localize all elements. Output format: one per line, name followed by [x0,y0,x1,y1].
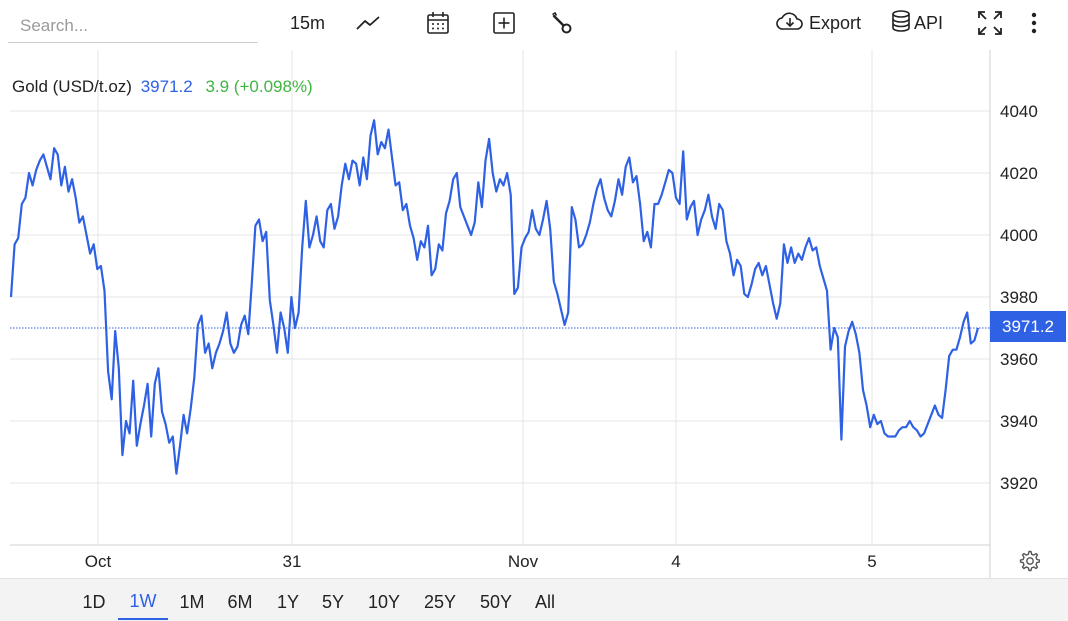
interval-button[interactable]: 15m [290,8,325,38]
date-range-button[interactable] [426,8,450,38]
range-button-6m[interactable]: 6M [227,591,253,612]
range-button-1w[interactable]: 1W [118,584,168,620]
x-tick-label: 5 [867,552,876,571]
x-tick-label: Oct [85,552,112,571]
add-indicator-button[interactable] [492,8,516,38]
price-chart[interactable]: 3920 3940 3960 3980 4000 4020 4040 Oct 31 Nov 4 5 [0,0,1068,578]
wrench-icon [550,11,574,35]
y-tick-label: 4000 [1000,226,1038,245]
x-tick-label: Nov [508,552,539,571]
legend-last-price: 3971.2 [140,77,193,96]
series-line-gold [9,119,980,475]
current-price-tag: 3971.2 [990,311,1066,342]
tools-button[interactable] [550,8,574,38]
y-tick-label: 3920 [1000,474,1038,493]
fullscreen-icon [977,10,1003,36]
more-options-button[interactable] [1028,8,1040,38]
search-input[interactable] [8,10,258,43]
line-chart-icon [355,14,381,32]
api-button[interactable]: API [891,8,943,38]
legend-symbol: Gold (USD/t.oz) [12,77,132,96]
calendar-icon [426,11,450,35]
cloud-download-icon [776,11,804,36]
toolbar: 15m [0,0,1068,50]
chart-series [9,119,990,475]
y-tick-label: 4020 [1000,164,1038,183]
x-tick-label: 31 [283,552,302,571]
database-icon [891,9,911,37]
export-label: Export [809,12,862,33]
range-button-1d[interactable]: 1D [82,591,106,612]
range-button-1y[interactable]: 1Y [276,591,300,612]
range-button-1m[interactable]: 1M [179,591,205,612]
range-button-all[interactable]: All [534,591,555,612]
legend-change: 3.9 (+0.098%) [205,77,313,96]
more-vertical-icon [1028,11,1040,35]
x-tick-label: 4 [671,552,680,571]
y-tick-label: 3960 [1000,350,1038,369]
range-button-25y[interactable]: 25Y [423,591,457,612]
chart-grid [10,50,990,545]
y-tick-label: 4040 [1000,102,1038,121]
fullscreen-button[interactable] [977,8,1003,38]
chart-type-button[interactable] [355,8,381,38]
export-button[interactable]: Export [776,8,861,38]
range-button-50y[interactable]: 50Y [479,591,513,612]
y-tick-label: 3980 [1000,288,1038,307]
chart-axes: 3920 3940 3960 3980 4000 4020 4040 Oct 31 Nov 4 5 [10,50,1038,578]
plus-box-icon [492,11,516,35]
chart-legend: Gold (USD/t.oz) 3971.2 3.9 (+0.098%) [12,77,313,97]
y-tick-label: 3940 [1000,412,1038,431]
gear-icon [1018,550,1041,576]
range-button-5y[interactable]: 5Y [321,591,345,612]
api-label: API [914,12,944,33]
interval-label: 15m [290,12,326,33]
range-selector: 1D 1W 1M 6M 1Y 5Y 10Y 25Y 50Y All [0,578,1068,621]
range-button-10y[interactable]: 10Y [367,591,401,612]
chart-settings-button[interactable] [1018,550,1041,577]
